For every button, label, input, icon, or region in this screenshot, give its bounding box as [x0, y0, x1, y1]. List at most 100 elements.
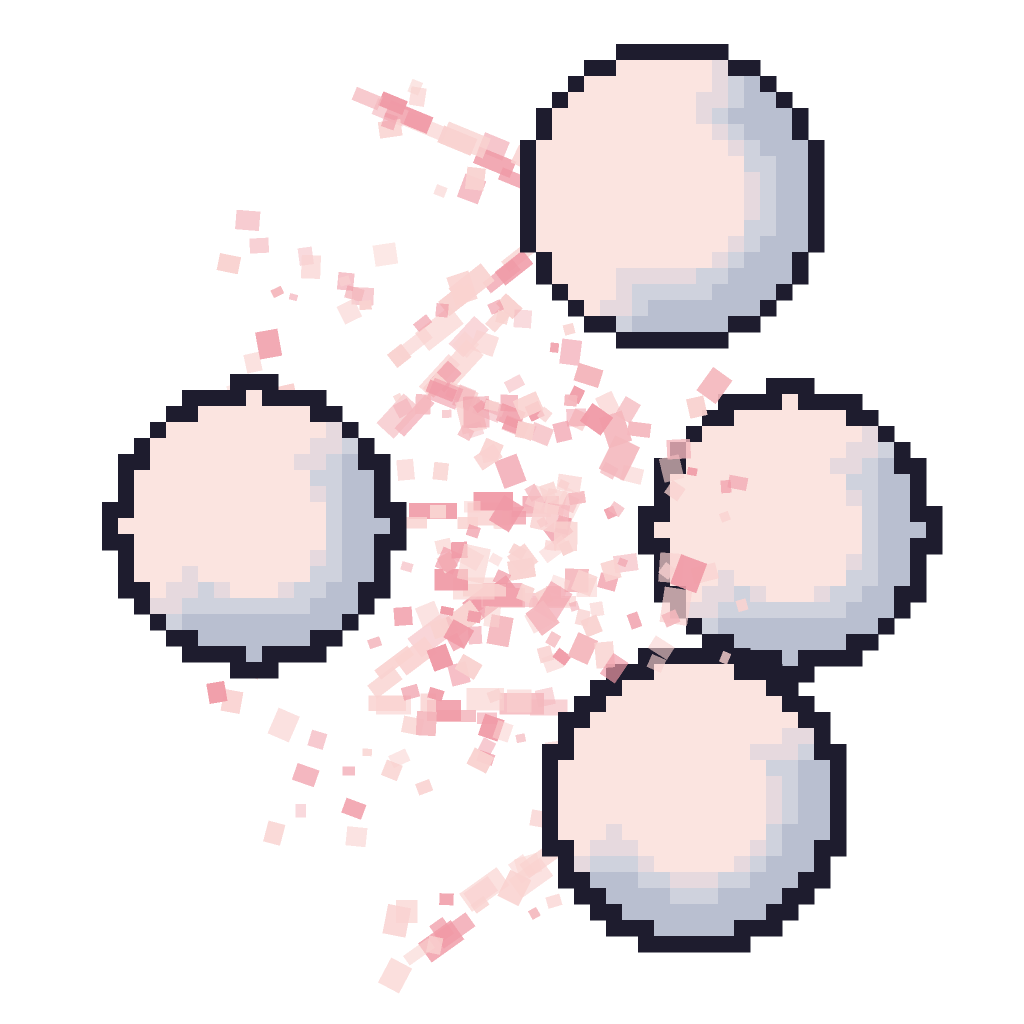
ball-pixel	[664, 332, 681, 349]
ball-pixel	[616, 44, 633, 61]
ball-pixel	[686, 760, 703, 777]
ball-pixel	[574, 840, 591, 857]
ball-pixel	[718, 634, 735, 651]
ball-pixel	[718, 602, 735, 619]
particle	[402, 938, 435, 966]
ball-pixel	[654, 792, 671, 809]
ball-pixel	[776, 204, 793, 221]
ball-pixel	[520, 156, 537, 173]
ball-pixel	[536, 188, 553, 205]
ball-pixel	[230, 550, 247, 567]
ball-pixel	[358, 470, 375, 487]
ball-pixel	[326, 550, 343, 567]
ball-pixel	[654, 840, 671, 857]
ball-pixel	[744, 188, 761, 205]
ball-pixel	[782, 618, 799, 635]
ball-pixel	[632, 236, 649, 253]
ball-pixel	[590, 744, 607, 761]
ball-pixel	[262, 518, 279, 535]
ball-pixel	[622, 920, 639, 937]
ball-pixel	[750, 570, 767, 587]
ball-pixel	[590, 808, 607, 825]
ball-pixel	[584, 188, 601, 205]
ball-pixel	[782, 728, 799, 745]
particle	[614, 396, 641, 424]
ball-pixel	[182, 454, 199, 471]
ball-pixel	[198, 550, 215, 567]
ball-pixel	[680, 156, 697, 173]
ball-pixel	[262, 390, 279, 407]
ball-pixel	[846, 634, 863, 651]
ball-pixel	[590, 904, 607, 921]
ball-pixel	[670, 840, 687, 857]
ball-pixel	[638, 824, 655, 841]
ball-pixel	[262, 406, 279, 423]
particle	[494, 453, 527, 489]
ball-pixel	[182, 502, 199, 519]
ball-pixel	[374, 518, 391, 535]
ball-pixel	[750, 808, 767, 825]
ball-pixel	[878, 538, 895, 555]
ball-pixel	[728, 124, 745, 141]
ball-pixel	[798, 888, 815, 905]
ball-pixel	[214, 582, 231, 599]
ball-pixel	[782, 840, 799, 857]
ball-pixel	[616, 220, 633, 237]
ball-pixel	[182, 630, 199, 647]
ball-pixel	[246, 614, 263, 631]
ball-pixel	[808, 204, 825, 221]
ball-pixel	[390, 502, 407, 519]
ball-pixel	[680, 204, 697, 221]
ball-pixel	[262, 422, 279, 439]
particle	[395, 516, 427, 529]
ball-pixel	[766, 824, 783, 841]
ball-pixel	[230, 518, 247, 535]
ball-pixel	[680, 252, 697, 269]
ball-pixel	[622, 728, 639, 745]
ball-pixel	[600, 204, 617, 221]
particle	[466, 610, 482, 624]
ball-pixel	[552, 108, 569, 125]
particle	[338, 275, 352, 287]
ball-pixel	[734, 728, 751, 745]
ball-pixel	[798, 474, 815, 491]
pixel-ball-bottom	[542, 648, 847, 953]
particle	[735, 598, 749, 613]
ball-pixel	[536, 108, 553, 125]
particle	[515, 733, 527, 744]
ball-pixel	[862, 586, 879, 603]
ball-pixel	[782, 904, 799, 921]
ball-pixel	[166, 502, 183, 519]
particle	[545, 893, 563, 909]
ball-pixel	[606, 904, 623, 921]
particle	[407, 78, 424, 96]
ball-pixel	[750, 904, 767, 921]
ball-pixel	[584, 316, 601, 333]
particle	[608, 501, 625, 518]
ball-pixel	[830, 792, 847, 809]
ball-pixel	[830, 426, 847, 443]
ball-pixel	[766, 474, 783, 491]
ball-pixel	[664, 172, 681, 189]
ball-pixel	[134, 582, 151, 599]
ball-pixel	[792, 140, 809, 157]
particle	[307, 729, 328, 750]
particle	[441, 409, 452, 419]
ball-pixel	[574, 760, 591, 777]
ball-pixel	[654, 856, 671, 873]
particle	[696, 366, 733, 405]
ball-pixel	[718, 888, 735, 905]
ball-pixel	[878, 522, 895, 539]
ball-pixel	[846, 474, 863, 491]
ball-pixel	[568, 156, 585, 173]
particle	[362, 748, 373, 757]
ball-pixel	[734, 712, 751, 729]
ball-pixel	[150, 550, 167, 567]
ball-pixel	[664, 316, 681, 333]
ball-pixel	[134, 550, 151, 567]
ball-pixel	[654, 904, 671, 921]
ball-pixel	[766, 728, 783, 745]
ball-pixel	[568, 300, 585, 317]
ball-pixel	[632, 60, 649, 77]
ball-pixel	[798, 744, 815, 761]
